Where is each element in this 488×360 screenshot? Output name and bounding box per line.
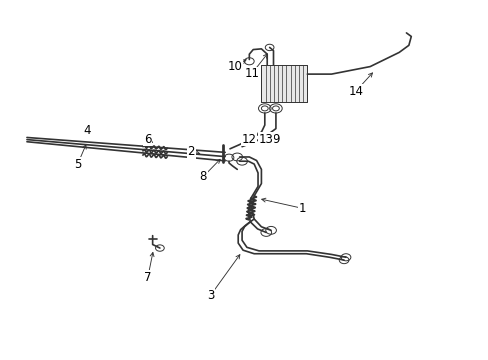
Text: 14: 14 xyxy=(347,85,363,98)
Text: 7: 7 xyxy=(144,271,151,284)
Text: 5: 5 xyxy=(74,158,81,171)
Text: 2: 2 xyxy=(187,145,195,158)
Text: 8: 8 xyxy=(199,170,207,183)
Text: 10: 10 xyxy=(227,60,242,73)
Text: 12: 12 xyxy=(242,133,256,146)
Text: 9: 9 xyxy=(272,133,279,146)
Text: 3: 3 xyxy=(206,289,214,302)
Bar xyxy=(261,65,307,102)
Text: 4: 4 xyxy=(83,124,91,137)
Text: 6: 6 xyxy=(144,133,151,146)
Text: 1: 1 xyxy=(298,202,305,215)
Text: 11: 11 xyxy=(244,67,259,80)
Text: 13: 13 xyxy=(258,133,273,146)
